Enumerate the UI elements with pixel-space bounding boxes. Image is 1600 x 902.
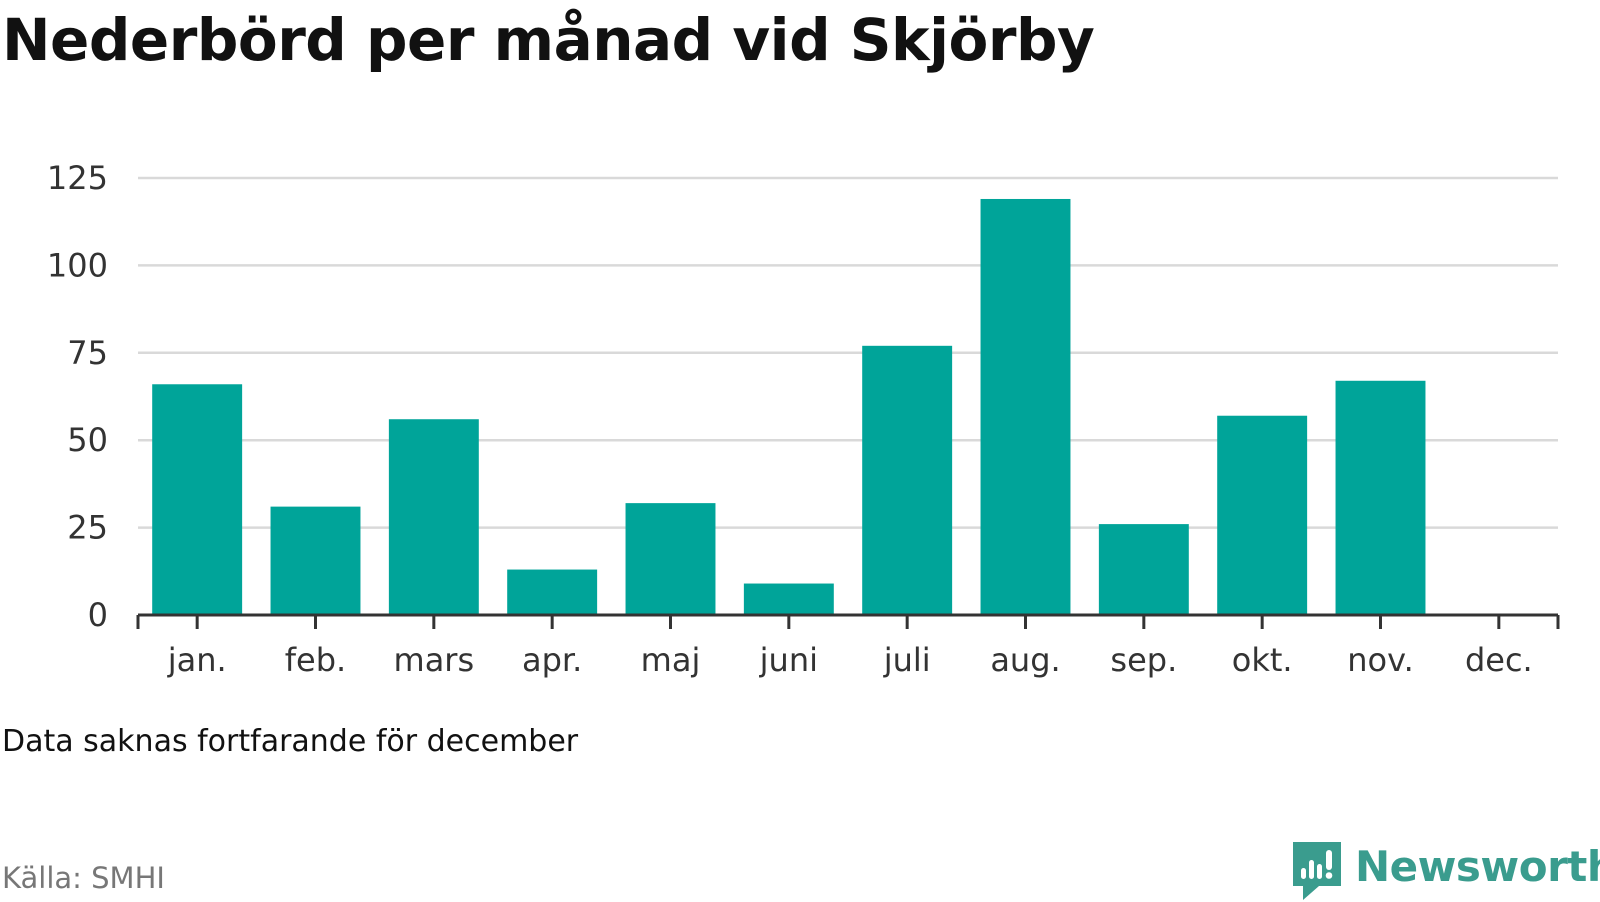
y-tick-label: 75 (67, 334, 108, 372)
x-tick-label: apr. (522, 641, 582, 679)
y-tick-label: 25 (67, 509, 108, 547)
footnote: Data saknas fortfarande för december (2, 724, 579, 759)
brand-name: Newsworthy (1355, 842, 1600, 891)
bar (1217, 415, 1308, 615)
bar (1335, 380, 1426, 615)
bar (388, 419, 479, 615)
y-tick-label: 0 (88, 596, 108, 634)
bar (980, 198, 1071, 615)
x-axis (136, 613, 1560, 629)
bar (270, 506, 361, 615)
bar (507, 569, 598, 615)
x-tick-label: nov. (1347, 641, 1413, 679)
y-tick-label: 100 (47, 246, 108, 284)
x-tick-label: okt. (1232, 641, 1293, 679)
bar (1098, 524, 1189, 615)
y-axis-ticks: 0 25 50 75 100 125 (47, 159, 108, 634)
y-tick-label: 125 (47, 159, 108, 197)
newsworthy-logo-icon (1293, 842, 1341, 900)
x-axis-ticks: jan. feb. mars apr. maj juni juli aug. sep. okt. n… (167, 615, 1533, 679)
x-tick-label: aug. (990, 641, 1060, 679)
chart-title: Nederbörd per månad vid Skjörby (2, 6, 1095, 74)
x-tick-label: mars (394, 641, 475, 679)
x-tick-label: sep. (1110, 641, 1177, 679)
bar (152, 384, 243, 615)
x-tick-label: dec. (1465, 641, 1533, 679)
bar (862, 345, 953, 615)
bars (152, 198, 1426, 615)
source-note: Källa: SMHI (2, 861, 165, 895)
x-tick-label: juni (759, 641, 818, 679)
x-tick-label: feb. (285, 641, 346, 679)
brand-logo: Newsworthy (1293, 842, 1600, 902)
x-tick-label: maj (641, 641, 701, 679)
y-tick-label: 50 (67, 421, 108, 459)
x-tick-label: jan. (167, 641, 227, 679)
bar (743, 583, 834, 615)
x-tick-label: juli (883, 641, 931, 679)
bar (625, 503, 716, 615)
gridlines (138, 176, 1558, 529)
